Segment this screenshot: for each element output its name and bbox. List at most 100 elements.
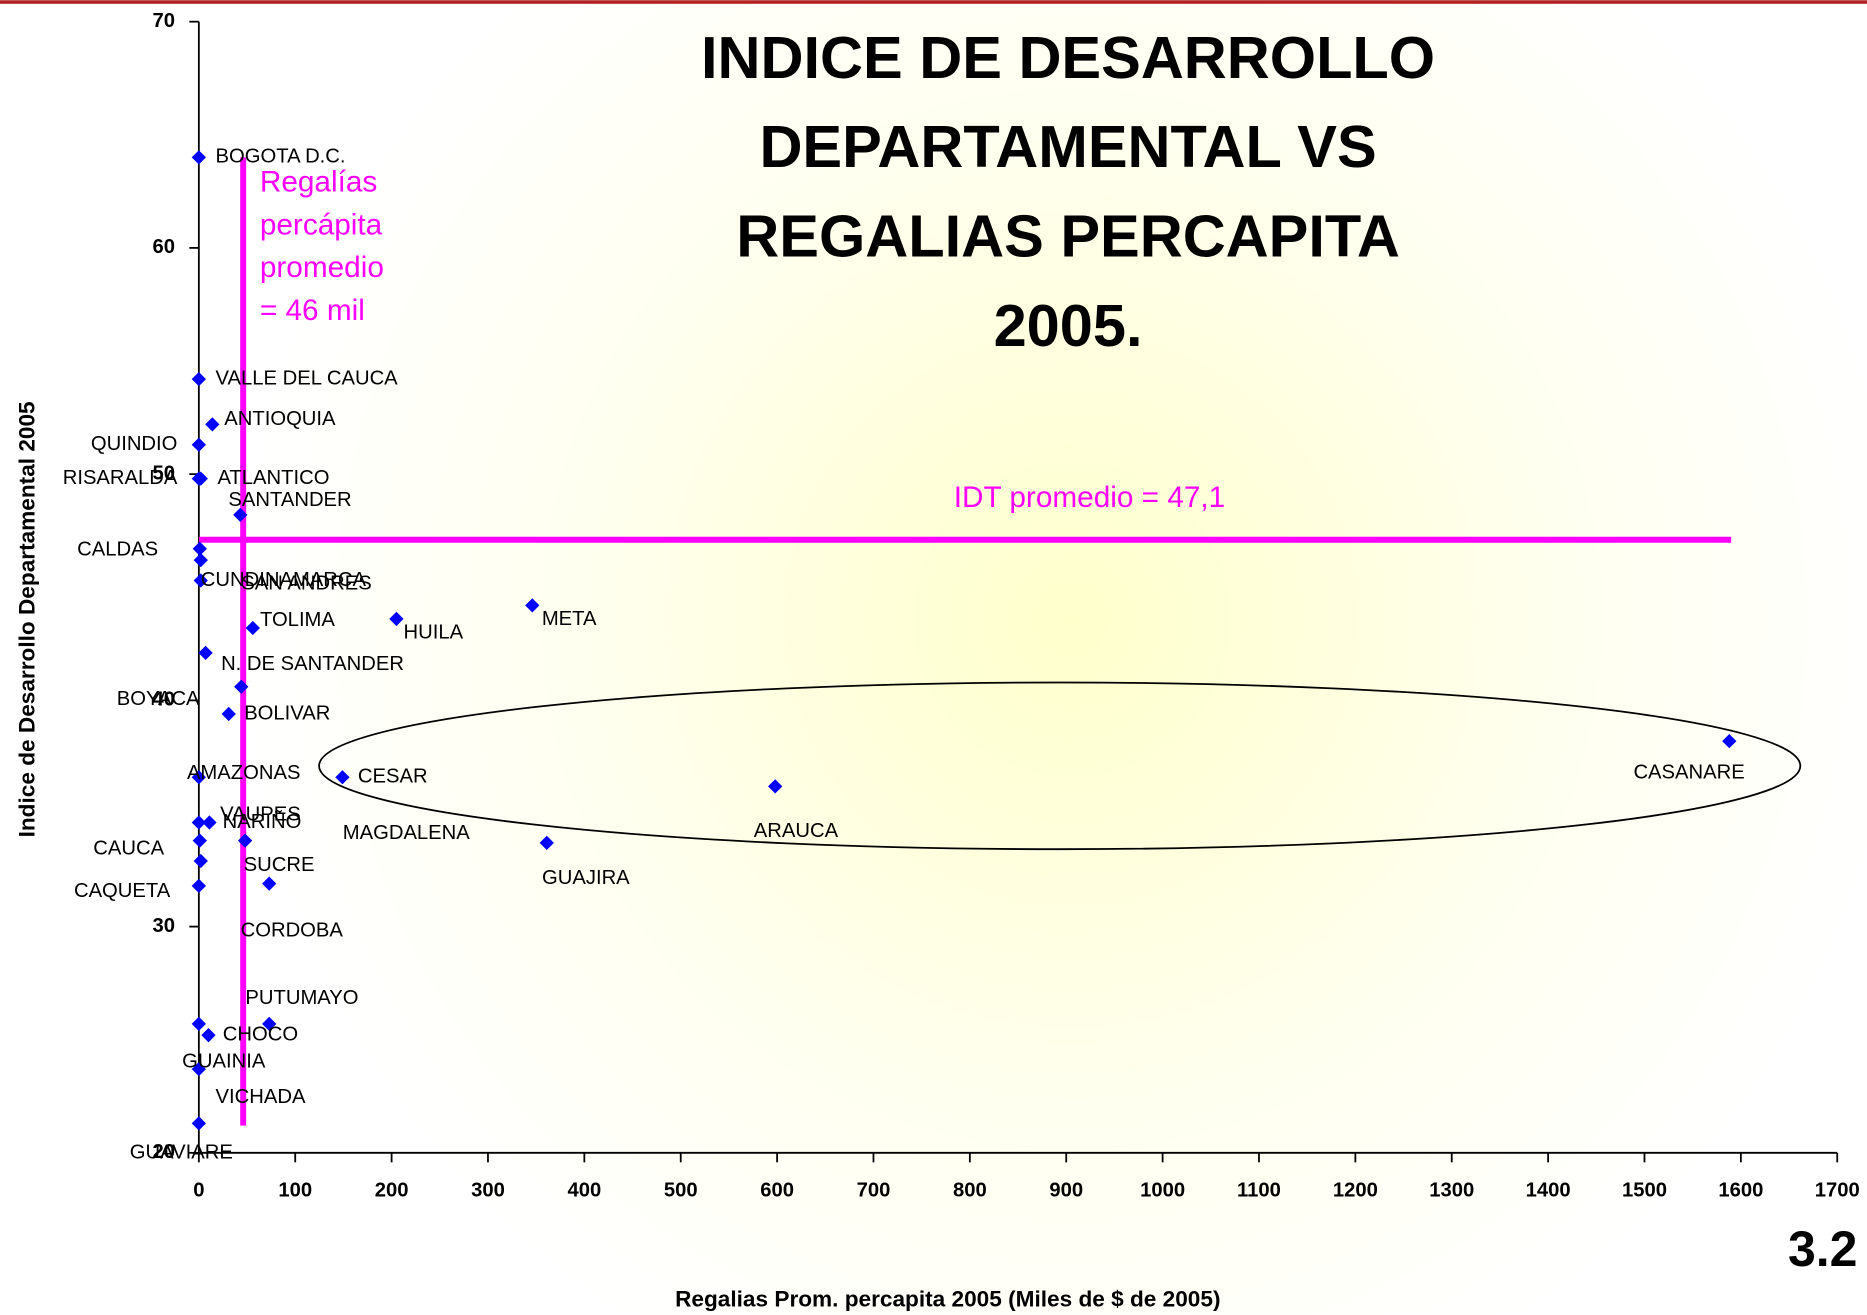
point-label: BOLIVAR [244, 702, 330, 724]
y-tick-label: 70 [153, 10, 176, 32]
x-tick-label: 800 [953, 1179, 987, 1201]
data-point [389, 611, 404, 627]
y-tick-label: 60 [153, 236, 176, 258]
chart-title: INDICE DE DESARROLLO [701, 24, 1435, 91]
point-label: MAGDALENA [343, 822, 471, 844]
x-tick-label: 600 [760, 1179, 794, 1201]
y-axis-label: Indice de Desarrollo Departamental 2005 [15, 401, 40, 837]
data-point [262, 876, 277, 891]
annotation: promedio [260, 251, 384, 284]
x-axis-label: Regalias Prom. percapita 2005 (Miles de … [675, 1286, 1220, 1311]
x-tick-label: 1100 [1237, 1179, 1281, 1201]
point-label: CALDAS [77, 538, 158, 560]
data-point [191, 150, 206, 165]
data-point [191, 878, 206, 894]
point-label: SANTANDER [228, 489, 351, 511]
point-label: BOYACA [117, 688, 200, 710]
point-label: GUAINIA [182, 1050, 266, 1072]
data-point [193, 552, 208, 568]
x-tick-label: 1700 [1815, 1179, 1860, 1201]
point-label: HUILA [404, 622, 464, 644]
data-point [202, 815, 217, 830]
point-label: TOLIMA [260, 609, 335, 631]
point-label: CESAR [358, 766, 428, 788]
x-tick-label: 0 [193, 1179, 204, 1201]
top-border [0, 0, 1867, 4]
x-tick-label: 1300 [1429, 1179, 1474, 1201]
chart-title: 2005. [994, 292, 1143, 359]
point-label: SAN ANDRES [241, 572, 371, 594]
data-point [237, 833, 253, 848]
data-point [191, 437, 206, 452]
point-label: N. DE SANTANDER [221, 653, 404, 675]
annotation: Regalías [260, 165, 377, 198]
point-label: RISARALDA [63, 467, 178, 489]
point-label: CASANARE [1633, 762, 1744, 784]
data-point [233, 507, 248, 522]
point-label: QUINDIO [91, 433, 178, 455]
point-label: GUAJIRA [542, 867, 630, 889]
data-point [191, 815, 206, 830]
data-point [198, 645, 213, 661]
data-point [191, 371, 206, 387]
data-point [262, 1016, 277, 1032]
data-point [539, 835, 554, 851]
point-label: NARIÑO [223, 809, 302, 833]
data-point [192, 833, 207, 848]
highlight-ellipse [318, 681, 1802, 851]
y-tick-label: 50 [153, 462, 176, 484]
data-point [191, 1116, 206, 1131]
x-tick-label: 100 [278, 1179, 312, 1201]
point-label: CUNDINAMARCA [201, 569, 367, 591]
point-label: PUTUMAYO [245, 987, 358, 1009]
annotation: percápita [260, 208, 383, 241]
data-point [234, 679, 249, 694]
x-tick-label: 1400 [1526, 1179, 1571, 1201]
point-label: META [542, 608, 597, 630]
data-point [193, 853, 208, 869]
point-label: SUCRE [244, 854, 315, 876]
point-label: CAUCA [93, 837, 164, 859]
x-tick-label: 700 [857, 1179, 891, 1201]
data-point [192, 541, 207, 556]
point-label: VALLE DEL CAUCA [216, 367, 399, 389]
point-label: VICHADA [216, 1086, 306, 1108]
point-label: ARAUCA [754, 820, 839, 842]
y-tick-label: 30 [153, 915, 176, 937]
x-tick-label: 300 [471, 1179, 505, 1201]
page-number: 3.2 [1788, 1221, 1858, 1277]
point-label: BOGOTA D.C. [216, 146, 346, 168]
data-point [193, 471, 208, 486]
annotation: = 46 mil [260, 294, 365, 327]
chart-title: DEPARTAMENTAL VS [759, 113, 1376, 180]
x-tick-label: 500 [664, 1179, 698, 1201]
point-label: ANTIOQUIA [224, 408, 336, 430]
y-tick-label: 40 [153, 689, 176, 711]
point-label: CAQUETA [74, 880, 171, 902]
x-tick-label: 1200 [1333, 1179, 1378, 1201]
point-label: VAUPES [220, 804, 301, 826]
x-tick-label: 200 [375, 1179, 409, 1201]
x-tick-label: 1000 [1140, 1179, 1185, 1201]
point-label: CORDOBA [241, 920, 344, 942]
x-tick-label: 900 [1049, 1179, 1083, 1201]
data-point [193, 573, 208, 588]
point-label: GUAVIARE [130, 1142, 233, 1164]
x-tick-label: 400 [567, 1179, 601, 1201]
annotation: IDT promedio = 47,1 [954, 481, 1225, 514]
data-point [191, 770, 206, 785]
data-point [245, 620, 260, 636]
data-point [191, 1016, 206, 1032]
y-tick-label: 20 [153, 1141, 176, 1163]
point-label: ATLANTICO [217, 467, 329, 489]
data-point [221, 706, 236, 722]
point-label: AMAZONAS [187, 762, 301, 784]
x-tick-label: 1600 [1718, 1179, 1763, 1201]
point-label: CHOCO [223, 1024, 298, 1046]
data-point [525, 598, 540, 613]
chart-title: REGALIAS PERCAPITA [736, 202, 1400, 269]
data-point [768, 779, 783, 794]
x-tick-label: 1500 [1622, 1179, 1667, 1201]
